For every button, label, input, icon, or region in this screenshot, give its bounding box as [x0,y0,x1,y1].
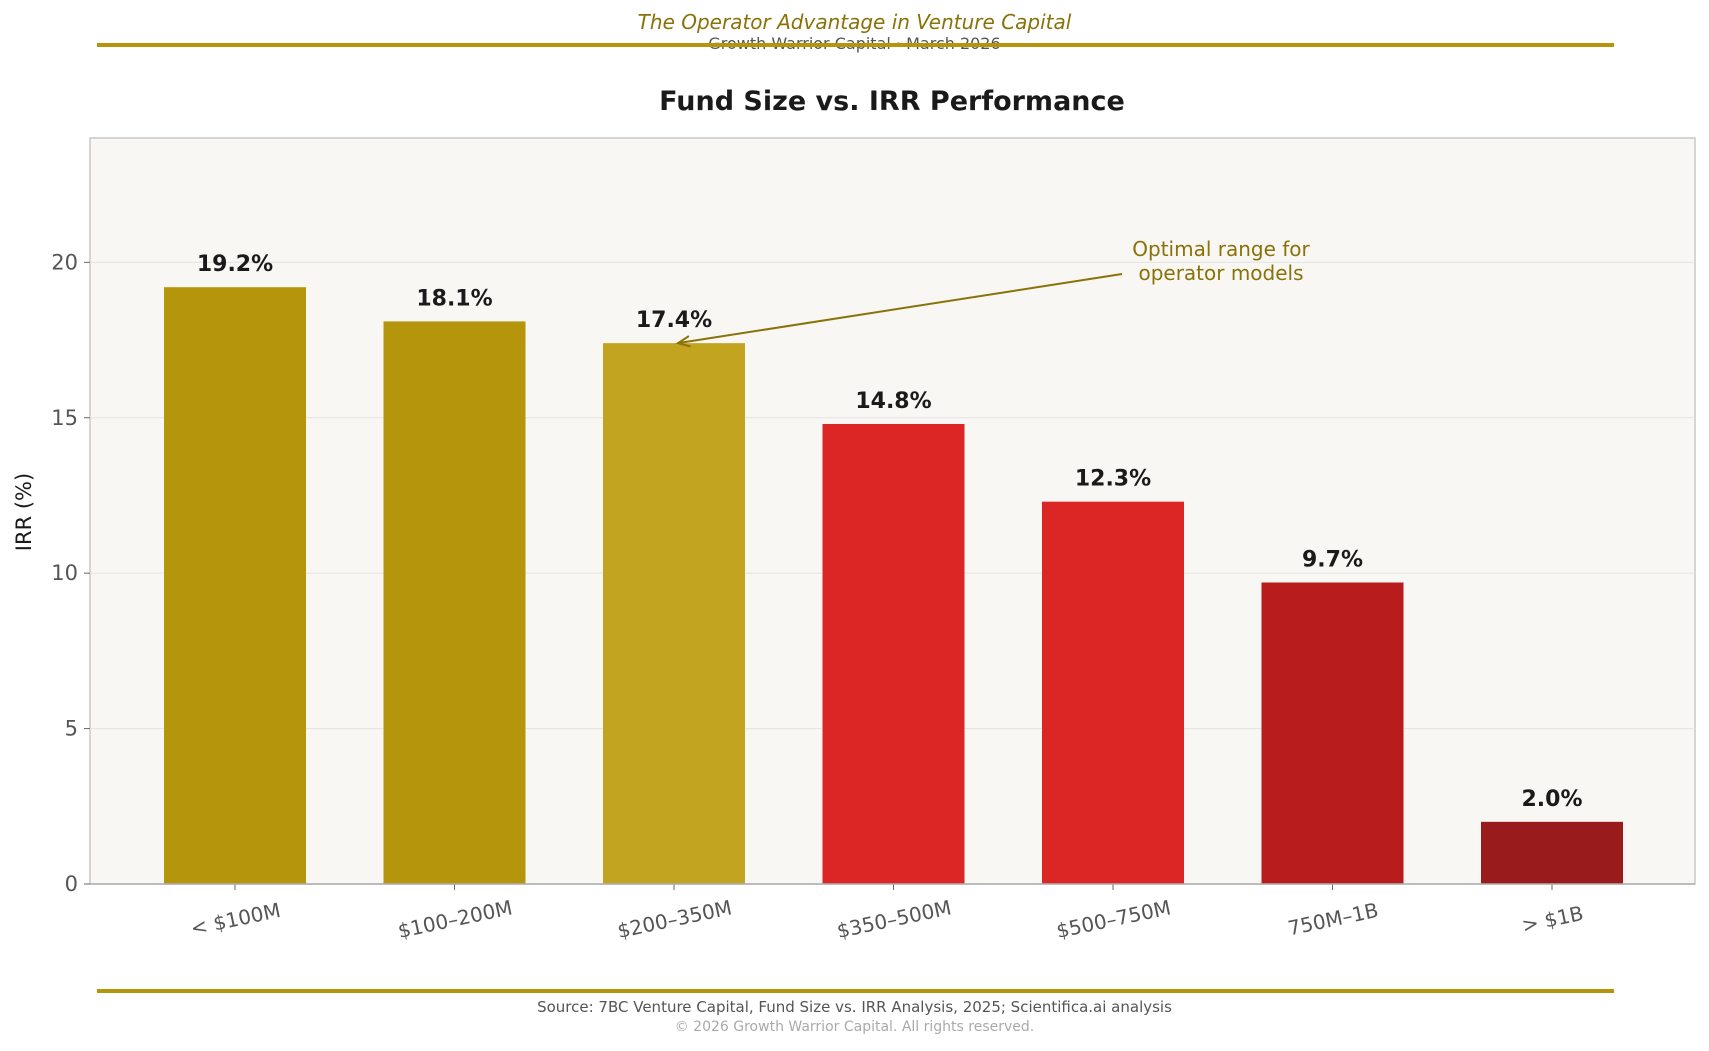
data-label: 19.2% [197,252,273,277]
annotation-text: operator models [1138,261,1303,285]
bar [1481,821,1623,884]
report-title: The Operator Advantage in Venture Capita… [637,10,1072,34]
x-tick-label: 750M–1B [1286,898,1381,941]
bar [822,423,965,884]
x-tick-label: $500–750M [1054,895,1173,943]
copyright-note: © 2026 Growth Warrior Capital. All right… [674,1019,1035,1035]
annotation-text: Optimal range for [1132,237,1310,261]
x-tick-label: $200–350M [615,895,734,943]
y-tick-label: 0 [65,872,78,896]
data-label: 17.4% [636,308,712,333]
data-label: 18.1% [416,286,492,311]
bar [1042,501,1184,884]
header-rule [97,43,1614,47]
y-axis-label: IRR (%) [12,473,36,551]
data-label: 12.3% [1075,467,1151,492]
x-tick-label: $350–500M [835,895,954,943]
source-note: Source: 7BC Venture Capital, Fund Size v… [537,998,1172,1016]
x-tick-label: > $1B [1520,901,1586,937]
bar [383,321,526,884]
annotation-arrowhead [675,335,691,348]
bar [603,343,745,884]
y-tick-label: 15 [51,406,78,430]
chart-title: Fund Size vs. IRR Performance [659,86,1125,117]
x-tick-label: < $100M [188,898,282,940]
y-tick-label: 20 [51,250,78,274]
bar [164,287,306,884]
data-label: 2.0% [1521,787,1582,812]
bar-chart: Fund Size vs. IRR Performance 0 5 10 15 20 IR… [12,86,1696,943]
y-tick-label: 5 [65,717,78,741]
annotation-arrow [677,273,1123,345]
x-tick-label: $100–200M [396,895,515,943]
footer-rule [97,989,1614,993]
y-tick-label: 10 [51,561,78,585]
bar [1261,582,1404,884]
data-label: 14.8% [855,389,931,414]
data-label: 9.7% [1302,547,1363,572]
